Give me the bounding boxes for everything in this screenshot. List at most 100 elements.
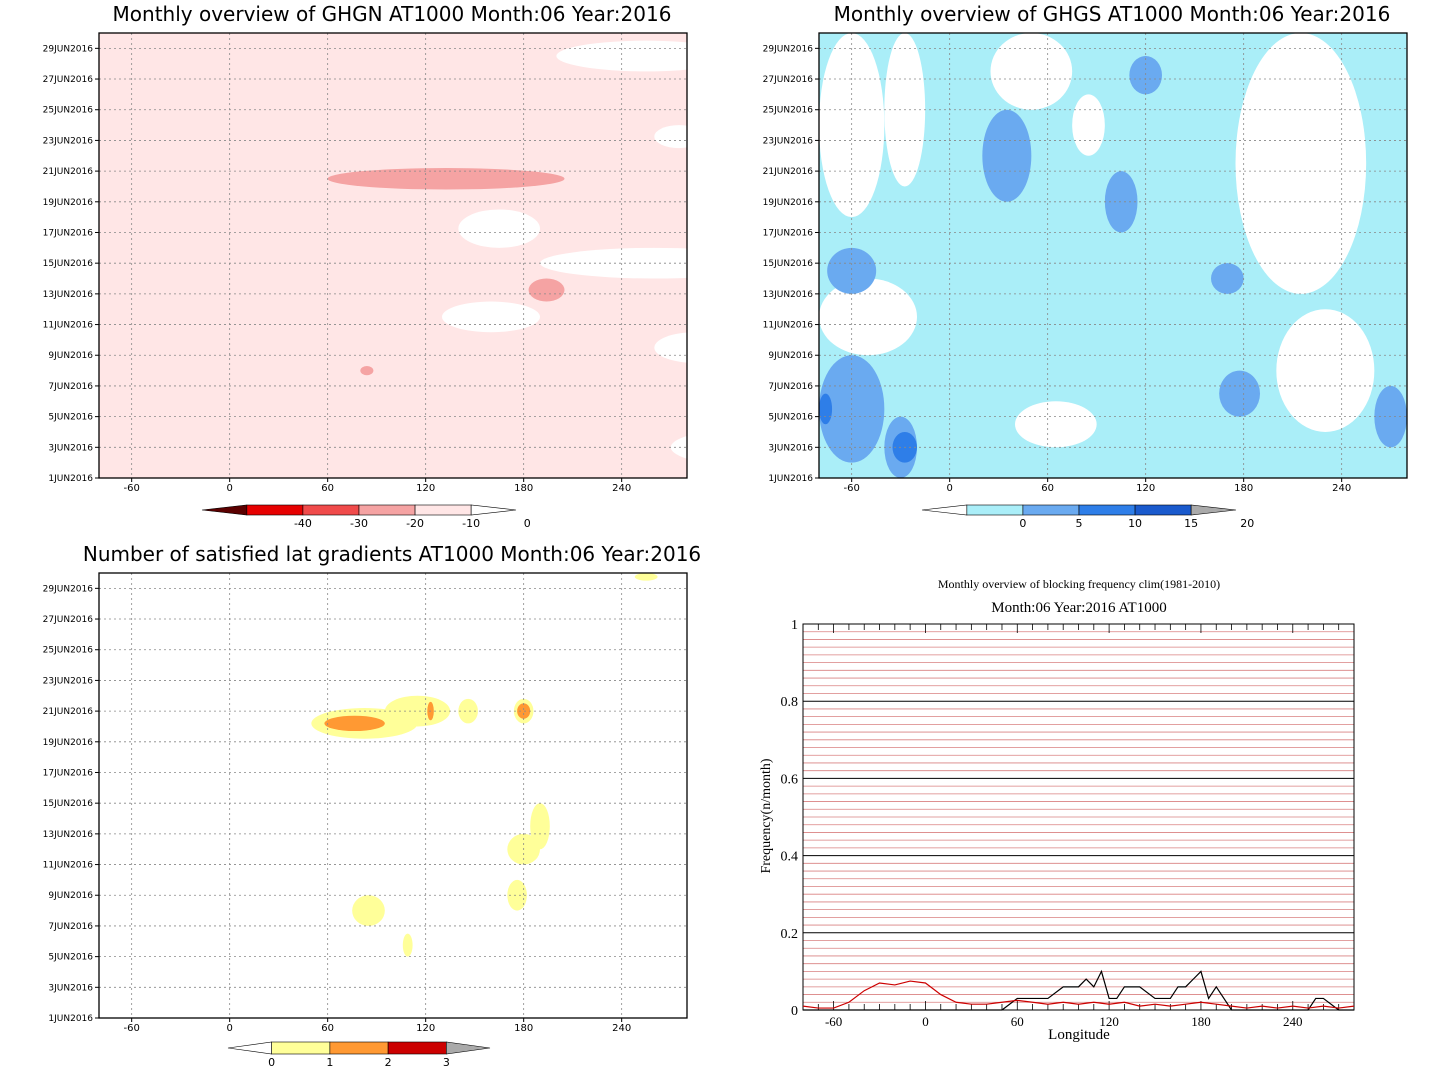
y-tick-label: 25JUN2016	[43, 106, 94, 116]
y-tick-label: 21JUN2016	[43, 707, 94, 717]
x-tick-label: 240	[612, 1023, 631, 1034]
colorbar-box	[329, 1041, 389, 1055]
colorbar-end-triangle	[470, 504, 517, 516]
y-tick-label: 29JUN2016	[43, 584, 94, 594]
x-tick-label: 240	[1283, 1014, 1303, 1029]
colorbar-label: -20	[406, 517, 424, 530]
contour-region	[324, 715, 385, 732]
ghgs-panel: Monthly overview of GHGS AT1000 Month:06…	[763, 2, 1408, 530]
contour-region	[1235, 33, 1367, 294]
x-tick-label: 120	[416, 1023, 435, 1034]
y-tick-label: 15JUN2016	[43, 259, 94, 269]
y-tick-label: 17JUN2016	[43, 228, 94, 238]
colorbar-box	[1134, 504, 1192, 516]
colorbar-label: -30	[350, 517, 368, 530]
y-tick-label: 25JUN2016	[763, 106, 814, 116]
contour-region	[990, 33, 1073, 110]
contour-regions	[327, 40, 687, 459]
colorbar-label: 15	[1184, 517, 1198, 530]
colorbar-end-triangle	[1190, 504, 1237, 516]
y-tick-label: 9JUN2016	[768, 351, 813, 361]
colorbar-label: 3	[443, 1056, 450, 1069]
contour-region	[827, 247, 877, 294]
y-tick-label: 11JUN2016	[43, 861, 94, 871]
y-tick-label: 19JUN2016	[43, 198, 94, 208]
y-tick-label: 29JUN2016	[43, 44, 94, 54]
contour-region	[1015, 401, 1097, 448]
colorbar-label: 1	[326, 1056, 333, 1069]
colorbar-label: 5	[1076, 517, 1083, 530]
colorbar-label: 0	[268, 1056, 275, 1069]
y-tick-label: 21JUN2016	[763, 167, 814, 177]
gradients-colorbar: 0 1 2 3	[227, 1041, 491, 1069]
x-tick-label: 0	[226, 483, 232, 494]
x-tick-label: 240	[1332, 483, 1351, 494]
y-tick-label: 0.8	[781, 695, 799, 710]
colorbar-label: 0	[1019, 517, 1026, 530]
contour-region	[458, 698, 478, 724]
y-tick-label: 9JUN2016	[48, 891, 93, 901]
x-tick-label: -60	[843, 483, 859, 494]
contour-region	[819, 393, 833, 425]
y-tick-label: 9JUN2016	[48, 351, 93, 361]
y-tick-label: 5JUN2016	[48, 413, 93, 423]
contour-region	[1104, 171, 1138, 233]
y-tick-label: 29JUN2016	[763, 44, 814, 54]
colorbar-label: 10	[1128, 517, 1142, 530]
contour-region	[458, 209, 540, 248]
y-tick-label: 27JUN2016	[43, 75, 94, 85]
y-tick-label: 19JUN2016	[43, 738, 94, 748]
colorbar-label: 20	[1240, 517, 1254, 530]
plot-frame	[98, 32, 688, 479]
ghgn-panel: Monthly overview of GHGN AT1000 Month:06…	[43, 2, 688, 530]
contour-region	[1276, 309, 1375, 432]
x-tick-label: 180	[1234, 483, 1253, 494]
y-tick-label: 5JUN2016	[768, 413, 813, 423]
y-tick-label: 0	[791, 1004, 798, 1019]
x-tick-label: -60	[123, 483, 139, 494]
contour-region	[819, 278, 917, 356]
ghgn-plot-area: -60 0 60 120 180 240 1JUN2016 3JUN2016 5JUN2016 7…	[43, 32, 688, 494]
y-tick-label: 1JUN2016	[48, 1014, 93, 1024]
x-tick-label: 60	[1041, 483, 1054, 494]
x-tick-label: 180	[1191, 1014, 1211, 1029]
blocking-frequency-panel: Monthly overview of blocking frequency c…	[759, 577, 1355, 1043]
gradients-panel: Number of satisfied lat gradients AT1000…	[43, 542, 701, 1069]
contour-region	[507, 879, 527, 911]
x-tick-label: 120	[1136, 483, 1155, 494]
contour-region	[654, 332, 687, 363]
contour-region	[540, 247, 687, 279]
y-tick-label: 13JUN2016	[43, 290, 94, 300]
series-line-red	[802, 980, 1355, 1009]
x-tick-label: 240	[612, 483, 631, 494]
x-tick-label: 180	[514, 1023, 533, 1034]
x-tick-label: 60	[321, 1023, 334, 1034]
gradients-title: Number of satisfied lat gradients AT1000…	[83, 542, 701, 566]
colorbar-box	[1022, 504, 1080, 516]
y-tick-label: 1JUN2016	[48, 474, 93, 484]
colorbar-box	[414, 504, 472, 516]
colorbar-label: -40	[294, 517, 312, 530]
x-tick-label: 120	[416, 483, 435, 494]
ghgs-colorbar: 0 5 10 15 20	[921, 504, 1254, 530]
colorbar-end-triangle	[227, 1041, 272, 1055]
x-tick-label: 60	[321, 483, 334, 494]
y-tick-label: 3JUN2016	[48, 443, 93, 453]
colorbar-label: 0	[524, 517, 531, 530]
y-tick-label: 27JUN2016	[43, 615, 94, 625]
y-tick-label: 0.4	[781, 850, 799, 865]
colorbar-box	[387, 1041, 447, 1055]
contour-region	[360, 365, 374, 376]
contour-region	[1219, 370, 1261, 417]
y-tick-label: 7JUN2016	[48, 382, 93, 392]
gradients-plot-area: -60 0 60 120 180 240 1JUN2016 3JUN2016 5JUN2016 7…	[43, 572, 688, 1034]
contour-region	[517, 703, 531, 719]
contour-region	[402, 933, 413, 957]
y-tick-label: 0.2	[781, 927, 799, 942]
contour-regions	[311, 573, 658, 957]
contour-region	[1211, 263, 1244, 294]
contour-region	[634, 573, 658, 581]
ghgs-title: Monthly overview of GHGS AT1000 Month:06…	[834, 2, 1391, 26]
blocking-y-axis-label: Frequency(n/month)	[759, 758, 774, 873]
contour-region	[352, 895, 385, 926]
